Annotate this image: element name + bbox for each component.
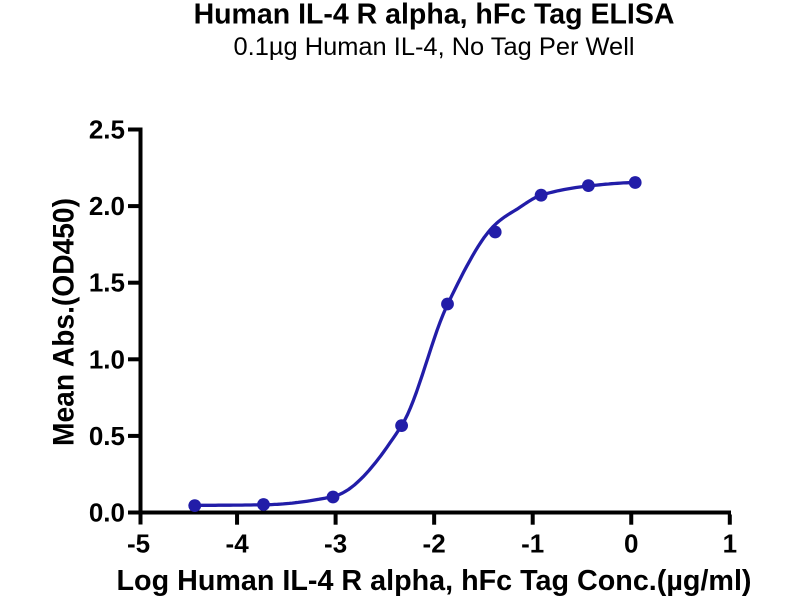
svg-text:Log Human IL-4 R alpha, hFc Ta: Log Human IL-4 R alpha, hFc Tag Conc.(µg…: [117, 565, 752, 597]
svg-text:0.0: 0.0: [89, 498, 125, 528]
svg-text:-5: -5: [127, 529, 150, 559]
svg-text:1: 1: [723, 529, 737, 559]
svg-text:Human IL-4 R alpha, hFc Tag EL: Human IL-4 R alpha, hFc Tag ELISA: [194, 0, 675, 31]
svg-text:2.0: 2.0: [89, 191, 125, 221]
svg-text:0.5: 0.5: [89, 421, 125, 451]
svg-text:-1: -1: [521, 529, 544, 559]
svg-text:-3: -3: [324, 529, 347, 559]
svg-text:Mean Abs.(OD450): Mean Abs.(OD450): [48, 198, 81, 446]
svg-text:1.0: 1.0: [89, 344, 125, 374]
svg-text:-4: -4: [226, 529, 250, 559]
svg-text:-2: -2: [423, 529, 446, 559]
svg-text:2.5: 2.5: [89, 115, 125, 145]
svg-text:0.1µg Human IL-4, No Tag Per W: 0.1µg Human IL-4, No Tag Per Well: [234, 33, 635, 61]
svg-text:0: 0: [624, 529, 638, 559]
svg-text:1.5: 1.5: [89, 268, 125, 298]
